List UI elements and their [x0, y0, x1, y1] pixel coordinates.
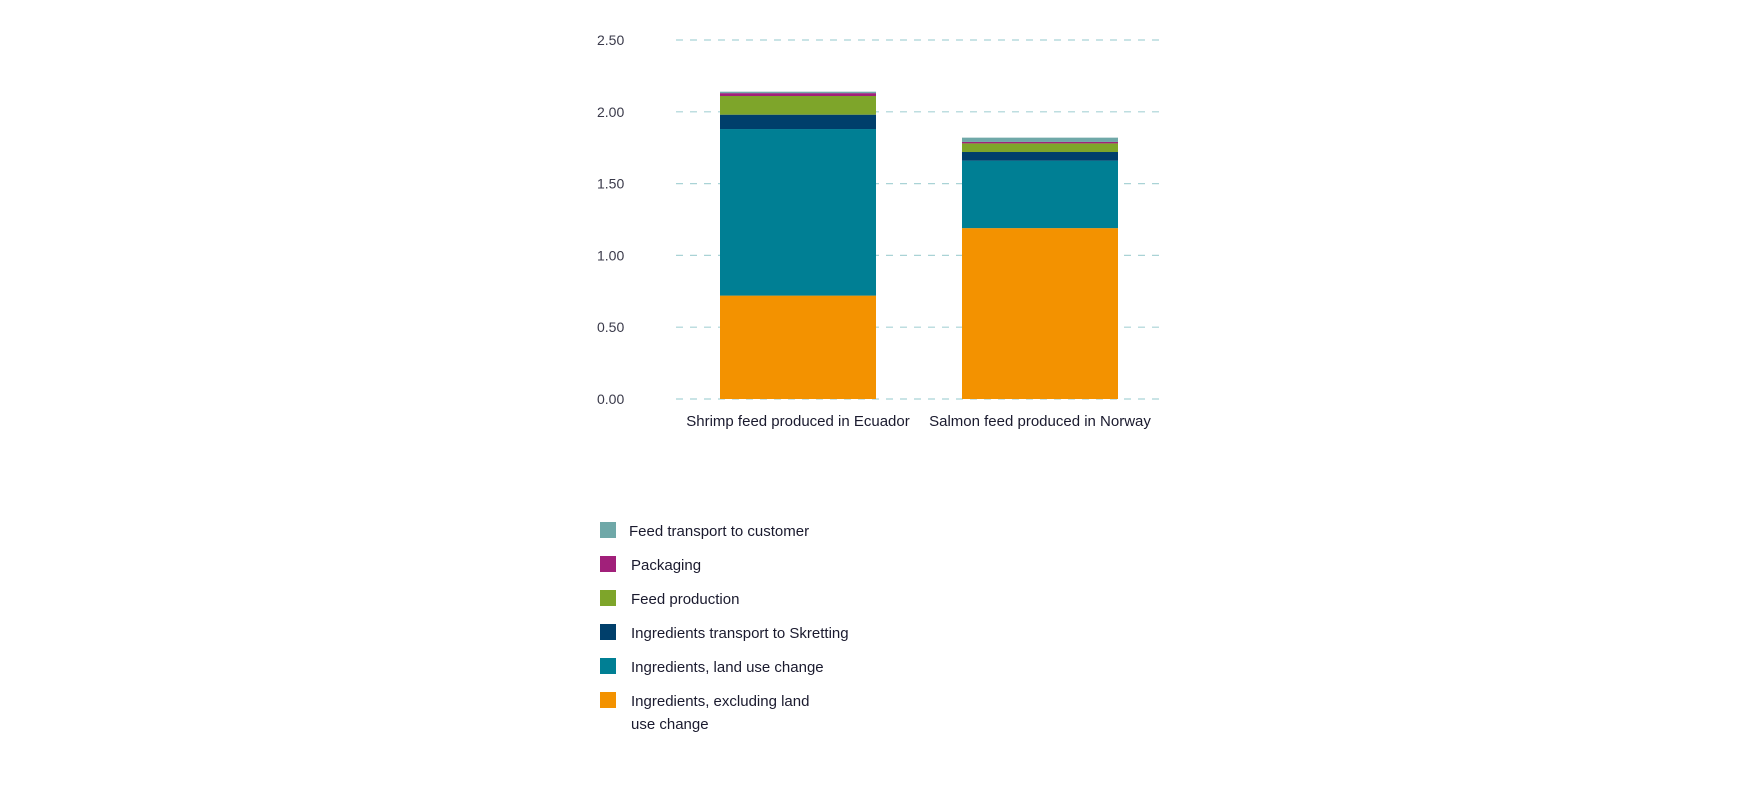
- bar-segment: [962, 160, 1118, 229]
- legend-label: Packaging: [631, 557, 702, 574]
- legend-swatch: [600, 624, 616, 640]
- bar-segment: [720, 114, 876, 130]
- legend-label: Ingredients, excluding land use change: [631, 693, 810, 733]
- x-category-label: Salmon feed produced in Norway: [929, 413, 1151, 430]
- legend-label: Feed production: [631, 591, 740, 608]
- legend-swatch: [600, 522, 616, 538]
- bar-segment: [720, 295, 876, 399]
- legend-swatch: [600, 590, 616, 606]
- bar-segment: [962, 143, 1118, 153]
- legend-swatch: [600, 658, 616, 674]
- bar-segment: [720, 129, 876, 296]
- legend-swatch: [600, 556, 616, 572]
- bar-segment: [962, 141, 1118, 144]
- y-tick-label: 2.00: [597, 104, 624, 120]
- bar-segment: [720, 91, 876, 94]
- bar-segment: [962, 152, 1118, 161]
- legend-label: Feed transport to customer: [629, 523, 810, 540]
- bar-segment: [720, 93, 876, 97]
- gridlines: [676, 39, 1162, 400]
- y-tick-label: 1.50: [597, 176, 624, 192]
- bar-segment: [962, 228, 1118, 399]
- legend-label: Ingredients, land use change: [631, 659, 824, 676]
- bar-segment: [962, 137, 1118, 142]
- y-axis-ticks: 0.00 0.50 1.00 1.50 2.00 2.50: [597, 32, 624, 407]
- y-tick-label: 0.50: [597, 319, 624, 335]
- legend-swatch: [600, 692, 616, 708]
- legend-label: Ingredients transport to Skretting: [631, 625, 849, 642]
- x-axis-labels: Shrimp feed produced in Ecuador Salmon fe…: [686, 413, 1151, 430]
- x-category-label: Shrimp feed produced in Ecuador: [686, 413, 909, 430]
- y-tick-label: 2.50: [597, 32, 624, 48]
- y-tick-label: 1.00: [597, 247, 624, 263]
- bar-segment: [720, 96, 876, 115]
- bars: [720, 91, 1118, 399]
- y-tick-label: 0.00: [597, 391, 624, 407]
